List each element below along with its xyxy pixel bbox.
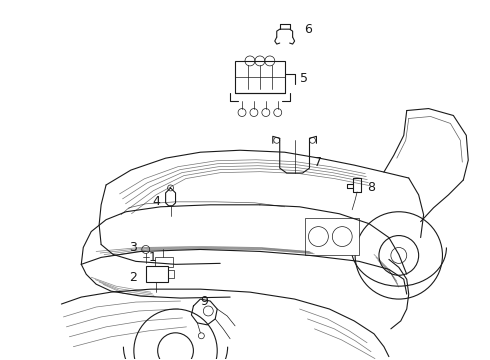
Text: 8: 8 [367, 181, 375, 194]
FancyBboxPatch shape [146, 266, 168, 282]
Text: 2: 2 [129, 271, 137, 284]
FancyBboxPatch shape [305, 218, 359, 255]
FancyBboxPatch shape [155, 257, 172, 267]
Text: 1: 1 [149, 251, 157, 264]
FancyBboxPatch shape [235, 61, 285, 93]
Text: 9: 9 [200, 294, 208, 307]
Text: 7: 7 [315, 156, 322, 168]
Text: 4: 4 [153, 195, 161, 208]
Text: 3: 3 [129, 241, 137, 254]
Text: 6: 6 [305, 23, 313, 36]
Text: 5: 5 [299, 72, 308, 85]
